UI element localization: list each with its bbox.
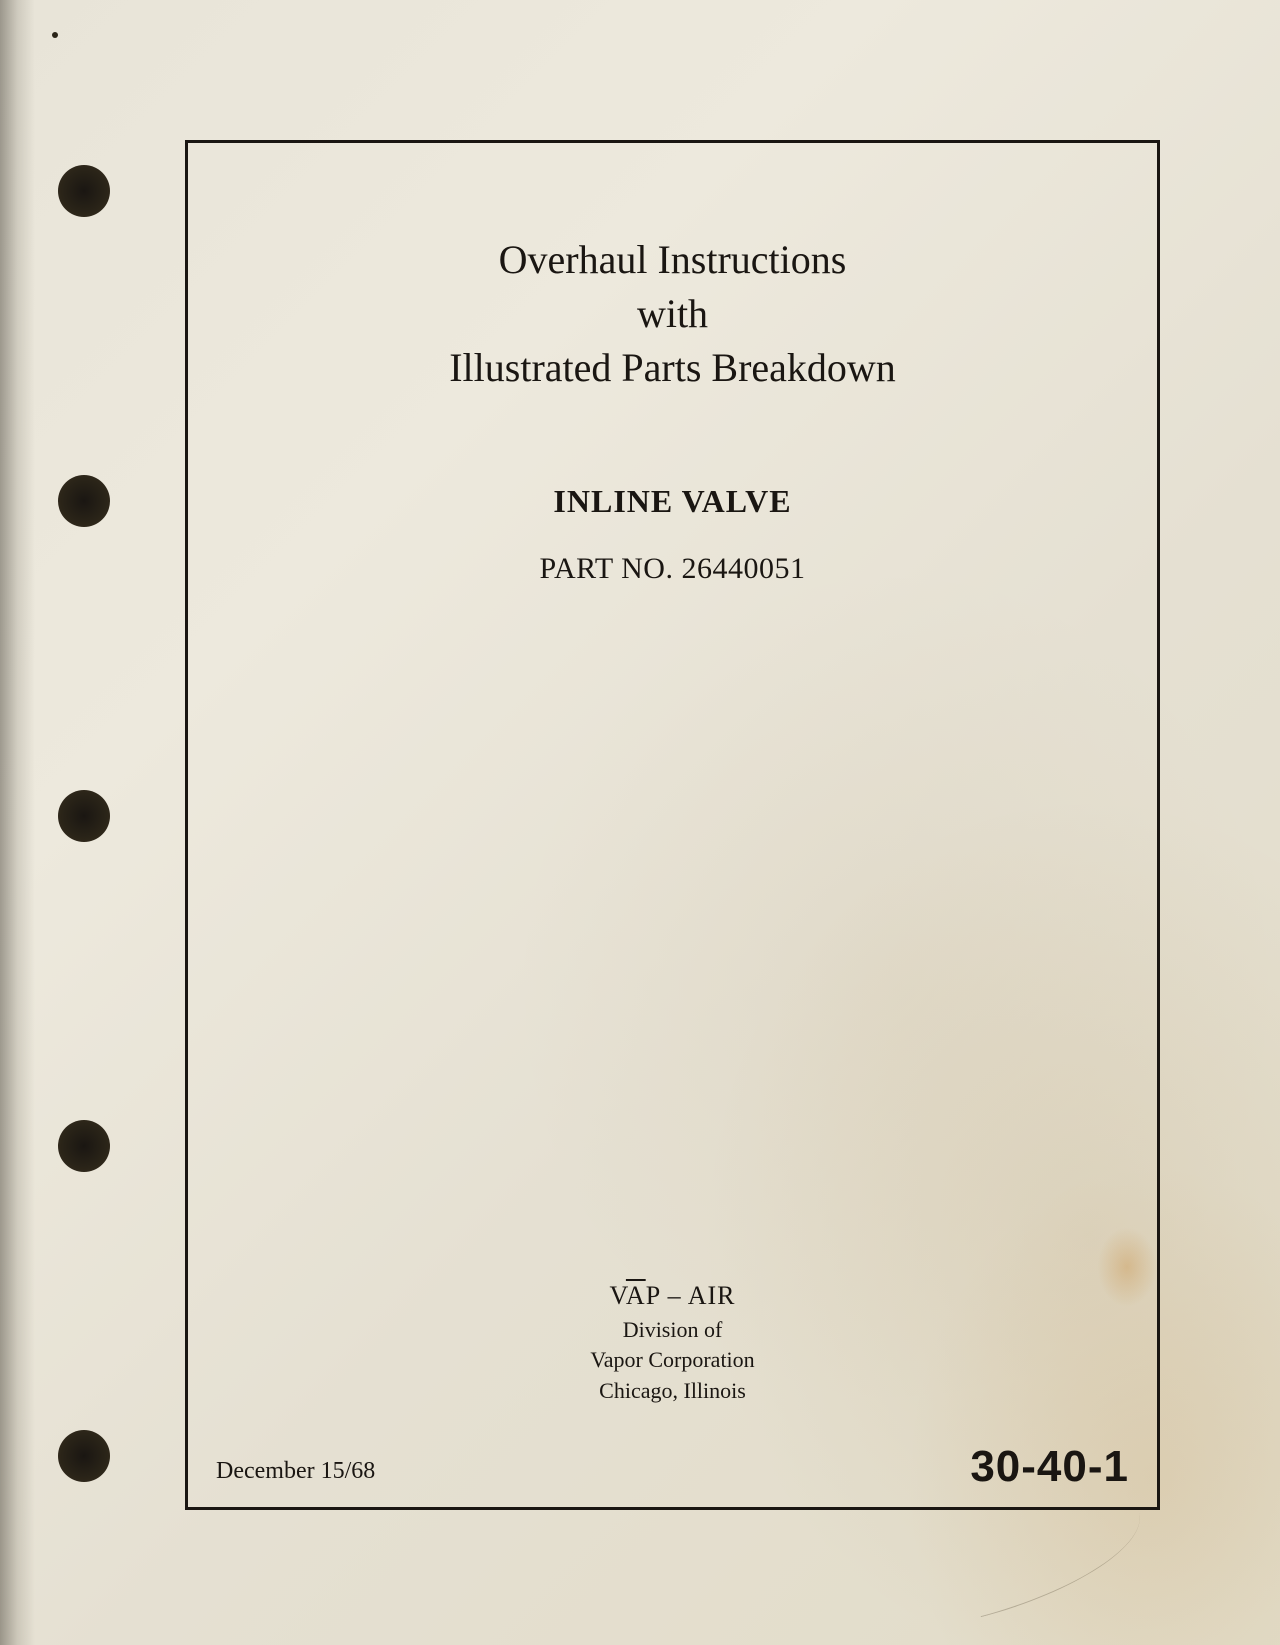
binder-hole xyxy=(58,1430,110,1482)
product-name: INLINE VALVE xyxy=(188,483,1157,520)
binder-hole xyxy=(58,790,110,842)
part-number-value: 26440051 xyxy=(681,552,805,585)
product-section: INLINE VALVE PART NO. 26440051 xyxy=(188,483,1157,586)
brand-suffix: P – AIR xyxy=(646,1281,736,1310)
company-corp: Vapor Corporation xyxy=(188,1345,1157,1376)
company-brand: VAP – AIR xyxy=(188,1281,1157,1311)
title-line-3: Illustrated Parts Breakdown xyxy=(188,341,1157,395)
company-division: Division of xyxy=(188,1315,1157,1346)
part-number: PART NO. 26440051 xyxy=(188,552,1157,586)
paper-stain xyxy=(1097,1227,1157,1307)
company-location: Chicago, Illinois xyxy=(188,1376,1157,1407)
binding-edge-shadow xyxy=(0,0,35,1645)
binder-hole xyxy=(58,165,110,217)
brand-overline: A xyxy=(626,1281,646,1310)
brand-prefix: V xyxy=(609,1281,625,1310)
paper-artifact-dot xyxy=(52,32,58,38)
part-label: PART NO. xyxy=(540,552,674,585)
title-line-1: Overhaul Instructions xyxy=(188,233,1157,287)
paper-scratch-mark xyxy=(965,1513,1154,1618)
company-section: VAP – AIR Division of Vapor Corporation … xyxy=(188,1281,1157,1407)
title-line-2: with xyxy=(188,287,1157,341)
binder-hole xyxy=(58,475,110,527)
title-section: Overhaul Instructions with Illustrated P… xyxy=(188,233,1157,395)
document-code: 30-40-1 xyxy=(970,1442,1129,1492)
document-border-frame: Overhaul Instructions with Illustrated P… xyxy=(185,140,1160,1510)
document-date: December 15/68 xyxy=(216,1458,375,1485)
binder-hole xyxy=(58,1120,110,1172)
